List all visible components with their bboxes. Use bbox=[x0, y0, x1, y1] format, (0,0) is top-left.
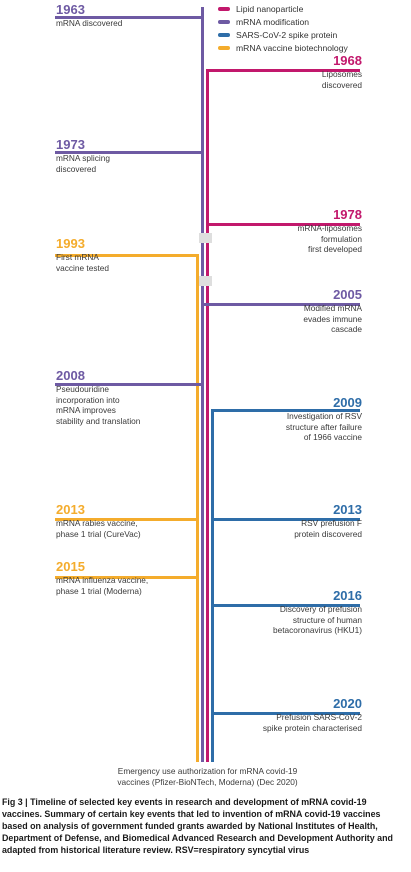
legend-label: Lipid nanoparticle bbox=[236, 4, 304, 14]
legend-swatch-spike bbox=[218, 33, 230, 37]
event-description: First mRNA vaccine tested bbox=[56, 252, 110, 273]
event-year: 2005 bbox=[333, 287, 362, 302]
event-description: mRNA splicing discovered bbox=[56, 153, 110, 174]
event-year: 1973 bbox=[56, 137, 85, 152]
event-year: 2016 bbox=[333, 588, 362, 603]
timeline-end-label: Emergency use authorization for mRNA cov… bbox=[117, 766, 298, 787]
legend-label: mRNA vaccine biotechnology bbox=[236, 43, 348, 53]
legend-swatch-modification bbox=[218, 20, 230, 24]
legend-label: mRNA modification bbox=[236, 17, 310, 27]
track-crossing-marker bbox=[199, 276, 212, 286]
legend-item-modification: mRNA modification bbox=[218, 16, 408, 28]
track-crossing-marker bbox=[199, 233, 212, 243]
legend-swatch-vaccine bbox=[218, 46, 230, 50]
event-1978: 1978 mRNA-liposomes formulation first de… bbox=[297, 207, 362, 255]
event-year: 1963 bbox=[56, 2, 85, 17]
event-description: mRNA-liposomes formulation first develop… bbox=[297, 223, 362, 254]
legend-item-lipid: Lipid nanoparticle bbox=[218, 3, 408, 15]
event-year: 2015 bbox=[56, 559, 85, 574]
event-description: mRNA influenza vaccine, phase 1 trial (M… bbox=[56, 575, 149, 596]
event-year: 2008 bbox=[56, 368, 85, 383]
legend-item-spike: SARS-CoV-2 spike protein bbox=[218, 29, 408, 41]
event-description: Pseudouridine incorporation into mRNA im… bbox=[56, 384, 141, 426]
event-description: Modified mRNA evades immune cascade bbox=[303, 303, 362, 334]
figure-number: Fig 3 | bbox=[2, 797, 31, 807]
figure-caption: Fig 3 | Timeline of selected key events … bbox=[2, 796, 408, 856]
event-1963: 1963 mRNA discovered bbox=[56, 2, 122, 29]
event-2008: 2008 Pseudouridine incorporation into mR… bbox=[56, 368, 140, 426]
event-2005: 2005 Modified mRNA evades immune cascade bbox=[303, 287, 362, 335]
event-description: mRNA rabies vaccine, phase 1 trial (Cure… bbox=[56, 518, 141, 539]
event-year: 2020 bbox=[333, 696, 362, 711]
event-description: mRNA discovered bbox=[56, 18, 123, 28]
legend-swatch-lipid bbox=[218, 7, 230, 11]
legend-label: SARS-CoV-2 spike protein bbox=[236, 30, 338, 40]
event-description: Investigation of RSV structure after fai… bbox=[285, 411, 362, 442]
event-year: 1968 bbox=[333, 53, 362, 68]
legend: Lipid nanoparticle mRNA modification SAR… bbox=[218, 3, 408, 55]
event-2016: 2016 Discovery of prefusion structure of… bbox=[273, 588, 362, 636]
event-year: 1993 bbox=[56, 236, 85, 251]
event-year: 2013 bbox=[56, 502, 85, 517]
event-2009: 2009 Investigation of RSV structure afte… bbox=[286, 395, 362, 443]
event-2020: 2020 Prefusion SARS-CoV-2 spike protein … bbox=[263, 696, 362, 733]
event-2015: 2015 mRNA influenza vaccine, phase 1 tri… bbox=[56, 559, 148, 596]
event-description: Prefusion SARS-CoV-2 spike protein chara… bbox=[262, 712, 362, 733]
event-year: 2013 bbox=[333, 502, 362, 517]
event-1973: 1973 mRNA splicing discovered bbox=[56, 137, 110, 174]
event-1993: 1993 First mRNA vaccine tested bbox=[56, 236, 109, 273]
event-2013-left: 2013 mRNA rabies vaccine, phase 1 trial … bbox=[56, 502, 141, 539]
caption-text: Timeline of selected key events in resea… bbox=[2, 797, 393, 855]
event-description: RSV prefusion F protein discovered bbox=[294, 518, 362, 539]
event-year: 1978 bbox=[333, 207, 362, 222]
event-1968: 1968 Liposomes discovered bbox=[322, 53, 362, 90]
event-year: 2009 bbox=[333, 395, 362, 410]
event-description: Discovery of prefusion structure of huma… bbox=[273, 604, 362, 635]
event-description: Liposomes discovered bbox=[321, 69, 362, 90]
legend-item-vaccine: mRNA vaccine biotechnology bbox=[218, 42, 408, 54]
event-2013-right: 2013 RSV prefusion F protein discovered bbox=[294, 502, 362, 539]
